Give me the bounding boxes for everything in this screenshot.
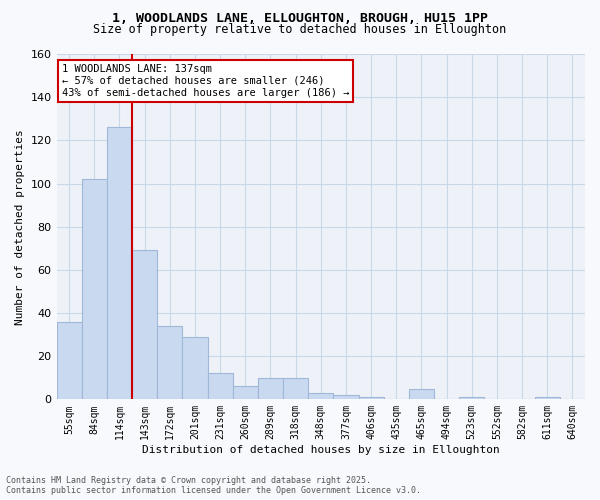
Bar bbox=[208, 374, 233, 400]
Text: 1, WOODLANDS LANE, ELLOUGHTON, BROUGH, HU15 1PP: 1, WOODLANDS LANE, ELLOUGHTON, BROUGH, H… bbox=[112, 12, 488, 26]
Bar bbox=[182, 336, 208, 400]
Bar bbox=[107, 128, 132, 400]
Bar bbox=[334, 395, 359, 400]
Bar bbox=[132, 250, 157, 400]
Y-axis label: Number of detached properties: Number of detached properties bbox=[15, 129, 25, 324]
Text: Contains HM Land Registry data © Crown copyright and database right 2025.
Contai: Contains HM Land Registry data © Crown c… bbox=[6, 476, 421, 495]
Text: Size of property relative to detached houses in Elloughton: Size of property relative to detached ho… bbox=[94, 22, 506, 36]
Bar bbox=[233, 386, 258, 400]
Bar bbox=[359, 397, 383, 400]
Bar bbox=[459, 397, 484, 400]
Bar bbox=[258, 378, 283, 400]
X-axis label: Distribution of detached houses by size in Elloughton: Distribution of detached houses by size … bbox=[142, 445, 500, 455]
Bar bbox=[535, 397, 560, 400]
Bar bbox=[82, 179, 107, 400]
Bar bbox=[308, 393, 334, 400]
Bar bbox=[409, 388, 434, 400]
Bar bbox=[157, 326, 182, 400]
Bar bbox=[56, 322, 82, 400]
Text: 1 WOODLANDS LANE: 137sqm
← 57% of detached houses are smaller (246)
43% of semi-: 1 WOODLANDS LANE: 137sqm ← 57% of detach… bbox=[62, 64, 349, 98]
Bar bbox=[283, 378, 308, 400]
